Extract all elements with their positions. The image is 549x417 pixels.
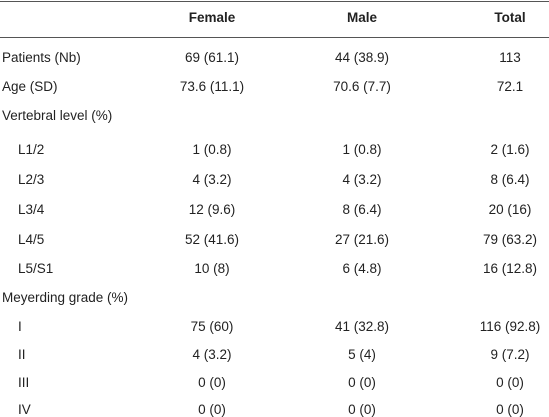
cell: 0 (0) bbox=[198, 402, 226, 417]
row-label: L2/3 bbox=[18, 172, 45, 187]
column-header: Male bbox=[346, 10, 378, 25]
cell: 44 (38.9) bbox=[334, 50, 390, 65]
cell: 1 (0.8) bbox=[192, 142, 232, 157]
cell: 1 (0.8) bbox=[342, 142, 382, 157]
cell: 8 (6.4) bbox=[342, 202, 382, 217]
header-rule bbox=[0, 37, 549, 38]
cell: 6 (4.8) bbox=[342, 261, 382, 276]
cell: 16 (12.8) bbox=[482, 261, 538, 276]
cell: 8 (6.4) bbox=[490, 172, 530, 187]
cell: 113 bbox=[499, 50, 521, 65]
row-label: I bbox=[18, 319, 22, 334]
cell: 0 (0) bbox=[348, 402, 376, 417]
cell: 0 (0) bbox=[348, 375, 376, 390]
cell: 4 (3.2) bbox=[192, 347, 232, 362]
cell: 10 (8) bbox=[194, 261, 230, 276]
top-rule bbox=[0, 1, 549, 2]
cell: 20 (16) bbox=[488, 202, 532, 217]
cell: 12 (9.6) bbox=[188, 202, 236, 217]
column-header: Female bbox=[188, 10, 236, 25]
cell: 0 (0) bbox=[496, 402, 524, 417]
cell: 5 (4) bbox=[348, 347, 376, 362]
column-header: Total bbox=[494, 10, 526, 25]
section-label: Meyerding grade (%) bbox=[2, 290, 129, 305]
row-label: L5/S1 bbox=[18, 261, 54, 276]
cell: 69 (61.1) bbox=[184, 50, 240, 65]
cell: 73.6 (11.1) bbox=[179, 79, 245, 94]
row-label: L4/5 bbox=[18, 232, 45, 247]
cell: 72.1 bbox=[496, 79, 524, 94]
cell: 27 (21.6) bbox=[334, 232, 390, 247]
cell: 4 (3.2) bbox=[342, 172, 382, 187]
row-label: Age (SD) bbox=[2, 79, 58, 94]
row-label: II bbox=[18, 347, 26, 362]
row-label: L1/2 bbox=[18, 142, 45, 157]
cell: 4 (3.2) bbox=[192, 172, 232, 187]
row-label: III bbox=[18, 375, 30, 390]
section-label: Vertebral level (%) bbox=[2, 108, 113, 123]
row-label: L3/4 bbox=[18, 202, 45, 217]
cell: 41 (32.8) bbox=[334, 319, 390, 334]
cell: 9 (7.2) bbox=[490, 347, 530, 362]
cell: 75 (60) bbox=[190, 319, 234, 334]
cell: 0 (0) bbox=[198, 375, 226, 390]
cell: 0 (0) bbox=[496, 375, 524, 390]
cell: 70.6 (7.7) bbox=[333, 79, 391, 94]
cell: 79 (63.2) bbox=[482, 232, 538, 247]
row-label: Patients (Nb) bbox=[2, 50, 81, 65]
cell: 52 (41.6) bbox=[184, 232, 240, 247]
cell: 2 (1.6) bbox=[490, 142, 530, 157]
cell: 116 (92.8) bbox=[479, 319, 541, 334]
row-label: IV bbox=[18, 402, 31, 417]
